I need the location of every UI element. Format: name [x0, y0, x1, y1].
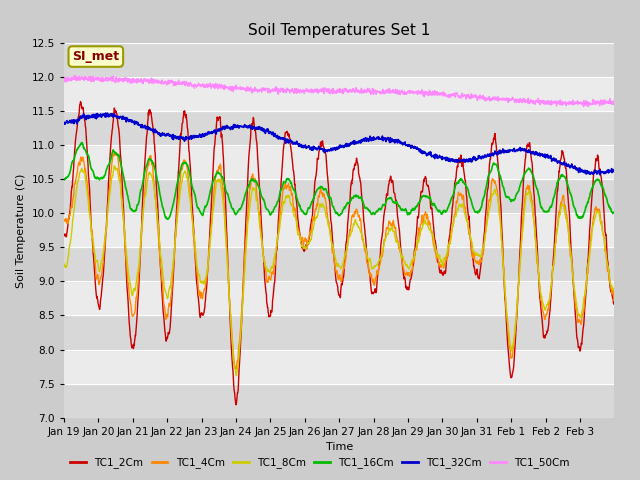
Bar	[64, 145, 614, 180]
Bar	[64, 180, 614, 214]
Bar	[64, 281, 614, 315]
Bar	[64, 349, 614, 384]
Bar	[64, 77, 614, 111]
Y-axis label: Soil Temperature (C): Soil Temperature (C)	[16, 173, 26, 288]
Bar	[64, 43, 614, 77]
Bar	[64, 384, 614, 418]
Bar	[64, 214, 614, 247]
Bar	[64, 247, 614, 281]
X-axis label: Time: Time	[326, 442, 353, 452]
Bar	[64, 111, 614, 145]
Legend: TC1_2Cm, TC1_4Cm, TC1_8Cm, TC1_16Cm, TC1_32Cm, TC1_50Cm: TC1_2Cm, TC1_4Cm, TC1_8Cm, TC1_16Cm, TC1…	[67, 453, 573, 472]
Bar	[64, 315, 614, 349]
Text: SI_met: SI_met	[72, 50, 120, 63]
Title: Soil Temperatures Set 1: Soil Temperatures Set 1	[248, 23, 430, 38]
